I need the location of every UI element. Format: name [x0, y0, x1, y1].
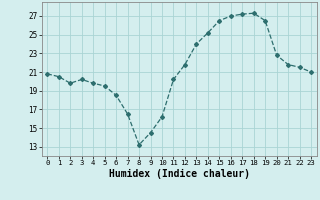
X-axis label: Humidex (Indice chaleur): Humidex (Indice chaleur) — [109, 169, 250, 179]
